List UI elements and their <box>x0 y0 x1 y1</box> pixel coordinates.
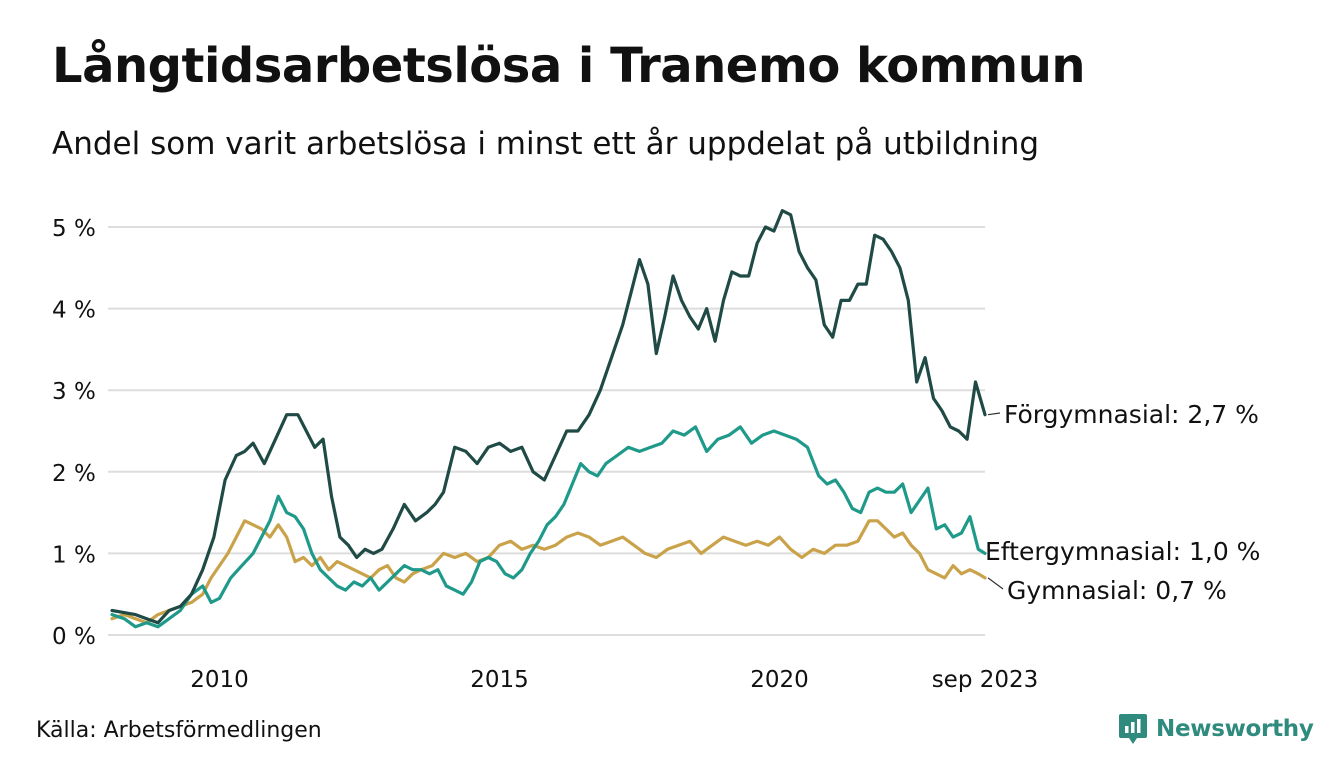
series-line-gymnasial <box>110 519 987 625</box>
x-tick-label: 2020 <box>750 667 809 693</box>
series-end-label: Eftergymnasial: 1,0 % <box>985 537 1260 566</box>
y-tick-label: 1 % <box>52 542 96 568</box>
source-note: Källa: Arbetsförmedlingen <box>36 718 322 743</box>
y-tick-label: 3 % <box>52 379 96 405</box>
newsworthy-logo-icon <box>1119 714 1147 744</box>
series-end-label: Förgymnasial: 2,7 % <box>1004 400 1259 429</box>
label-leader-line <box>987 412 1001 416</box>
line-chart: 0 % 1 % 2 % 3 % 4 % 5 % 2010 2015 2020 sep 2023 Fö… <box>52 209 1260 693</box>
brand-name: Newsworthy <box>1156 716 1314 742</box>
x-tick-label: sep 2023 <box>932 667 1039 693</box>
x-tick-label: 2015 <box>470 667 529 693</box>
y-tick-label: 0 % <box>52 624 96 650</box>
newsworthy-logo[interactable]: Newsworthy <box>1118 712 1314 746</box>
label-leader-line <box>987 577 1004 590</box>
y-tick-label: 2 % <box>52 461 96 487</box>
chart-subtitle: Andel som varit arbetslösa i minst ett å… <box>52 126 1040 162</box>
series-end-label: Gymnasial: 0,7 % <box>1007 576 1227 605</box>
y-tick-label: 5 % <box>52 216 96 242</box>
series-line-förgymnasial <box>110 209 987 625</box>
chart-title: Långtidsarbetslösa i Tranemo kommun <box>52 38 1086 94</box>
x-tick-label: 2010 <box>190 667 249 693</box>
y-tick-label: 4 % <box>52 298 96 324</box>
series-line-eftergymnasial <box>110 425 987 629</box>
